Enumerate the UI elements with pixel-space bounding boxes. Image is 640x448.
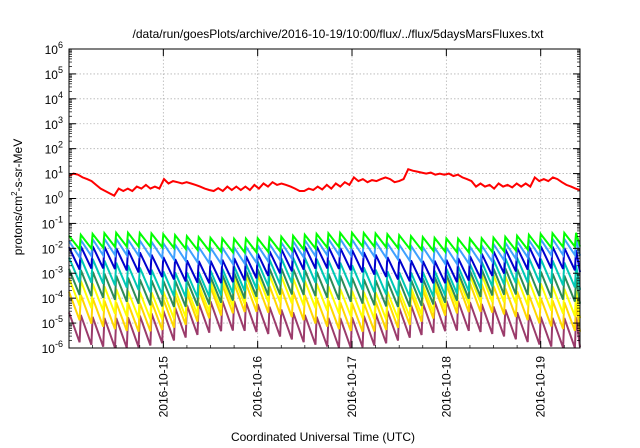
y-tick-label: 10-6 xyxy=(42,339,63,356)
y-tick-label: 104 xyxy=(45,90,63,107)
series-line xyxy=(68,300,581,349)
y-tick-label: 100 xyxy=(45,190,63,207)
y-tick-label: 10-4 xyxy=(42,289,63,306)
chart-title: /data/run/goesPlots/archive/2016-10-19/1… xyxy=(133,27,545,41)
x-tick-label: 2016-10-18 xyxy=(439,356,453,418)
y-axis-title: protons/cm2-s-sr-MeV xyxy=(10,139,25,255)
series-layer xyxy=(68,167,581,349)
y-tick-label: 101 xyxy=(45,165,63,182)
x-tick-label: 2016-10-19 xyxy=(534,356,548,418)
y-axis-title-sup: 2 xyxy=(10,191,19,196)
y-axis-title-base: protons/cm xyxy=(11,196,25,255)
y-tick-label: 105 xyxy=(45,65,63,82)
series-line xyxy=(68,230,581,256)
x-tick-label: 2016-10-15 xyxy=(156,356,170,418)
series-line xyxy=(68,267,581,308)
y-tick-label: 10-5 xyxy=(42,314,63,331)
y-tick-label: 106 xyxy=(45,40,63,57)
y-tick-label: 103 xyxy=(45,115,63,132)
y-tick-label: 10-2 xyxy=(42,239,63,256)
series-line xyxy=(68,167,581,198)
series-line xyxy=(68,282,581,333)
ticks: 10-6 10-5 10-4 10-3 10-2 10-1 100 101 102 103 104 1… xyxy=(42,40,580,417)
series-line xyxy=(68,274,581,320)
y-tick-label: 10-1 xyxy=(42,214,63,231)
series-line xyxy=(68,257,581,298)
x-tick-label: 2016-10-17 xyxy=(345,356,359,418)
y-tick-label: 102 xyxy=(45,140,63,157)
y-tick-label: 10-3 xyxy=(42,264,63,281)
x-axis-title: Coordinated Universal Time (UTC) xyxy=(231,430,415,444)
x-tick-label: 2016-10-16 xyxy=(251,356,265,418)
y-axis-title-rest: -s-sr-MeV xyxy=(11,139,25,192)
